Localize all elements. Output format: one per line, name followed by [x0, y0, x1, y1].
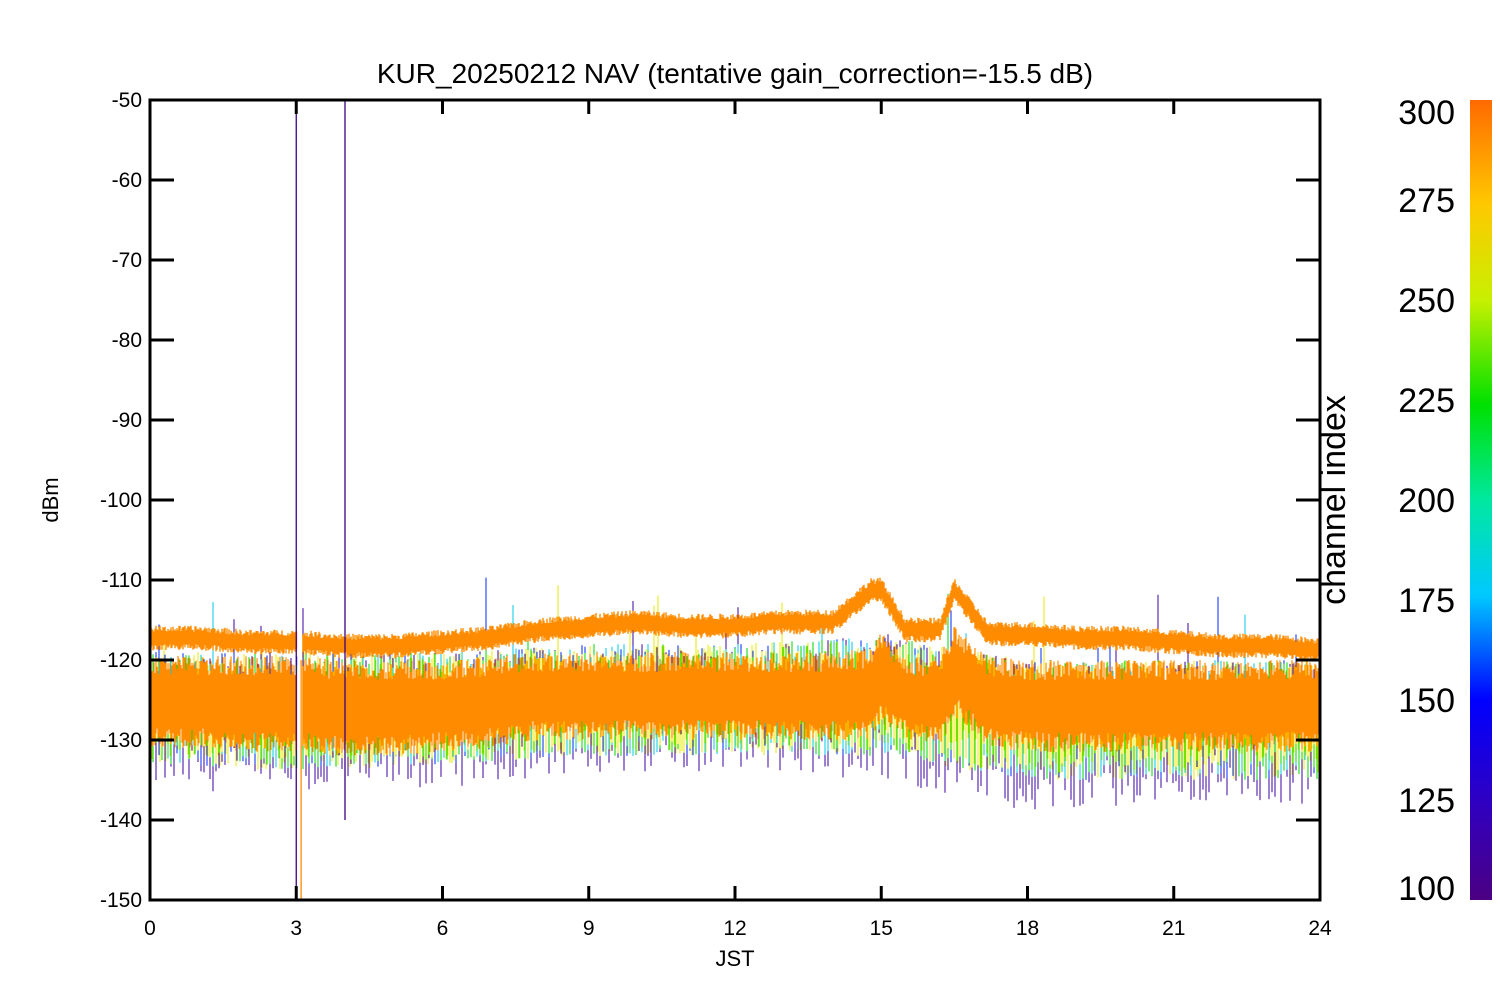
y-tick-label: -90	[112, 409, 142, 432]
series-orange	[150, 577, 1320, 756]
data-marks	[150, 100, 1320, 900]
colorbar	[1470, 100, 1492, 900]
y-tick-label: -50	[112, 89, 142, 112]
y-tick-label: -70	[112, 249, 142, 272]
x-tick-label: 0	[144, 917, 156, 940]
colorbar-tick-label: 175	[1398, 582, 1455, 620]
x-tick-label: 6	[437, 917, 449, 940]
colorbar-ticks: 300 275 250 225 200 175 150 125 100	[1398, 94, 1455, 908]
y-tick-label: -100	[100, 489, 142, 512]
colorbar-tick-label: 250	[1398, 282, 1455, 320]
colorbar-tick-label: 125	[1398, 782, 1455, 820]
y-tick-label: -150	[100, 889, 142, 912]
x-tick-label: 18	[1016, 917, 1039, 940]
y-axis-label: dBm	[38, 477, 63, 522]
y-tick-label: -130	[100, 729, 142, 752]
y-tick-label: -110	[102, 569, 142, 592]
series-orange-envelope	[150, 577, 1320, 662]
colorbar-label: channel index	[1315, 395, 1353, 605]
colorbar-tick-label: 150	[1398, 682, 1455, 720]
y-tick-label: -60	[112, 169, 142, 192]
y-tick-label: -120	[100, 649, 142, 672]
x-axis: 0 3 6 9 12 15 18 21 24	[144, 100, 1332, 940]
x-tick-label: 12	[723, 917, 746, 940]
y-tick-label: -80	[112, 329, 142, 352]
x-tick-label: 9	[583, 917, 595, 940]
data-gap	[297, 100, 303, 900]
x-axis-label: JST	[715, 946, 754, 971]
x-tick-label: 21	[1162, 917, 1185, 940]
colorbar-tick-label: 275	[1398, 182, 1455, 220]
colorbar-tick-label: 225	[1398, 382, 1455, 420]
colorbar-tick-label: 300	[1398, 94, 1455, 132]
plot-frame	[148, 98, 1322, 902]
chart-title: KUR_20250212 NAV (tentative gain_correct…	[377, 58, 1093, 89]
y-tick-label: -140	[100, 809, 142, 832]
series-orange-band	[150, 627, 1320, 756]
y-axis: -50 -60 -70 -80 -90 -100 -110 -120 -130 -140 -150	[100, 89, 1320, 912]
x-tick-label: 15	[870, 917, 893, 940]
x-tick-label: 24	[1308, 917, 1332, 940]
colorbar-tick-label: 200	[1398, 482, 1455, 520]
x-tick-label: 3	[290, 917, 302, 940]
colorbar-tick-label: 100	[1398, 870, 1455, 908]
